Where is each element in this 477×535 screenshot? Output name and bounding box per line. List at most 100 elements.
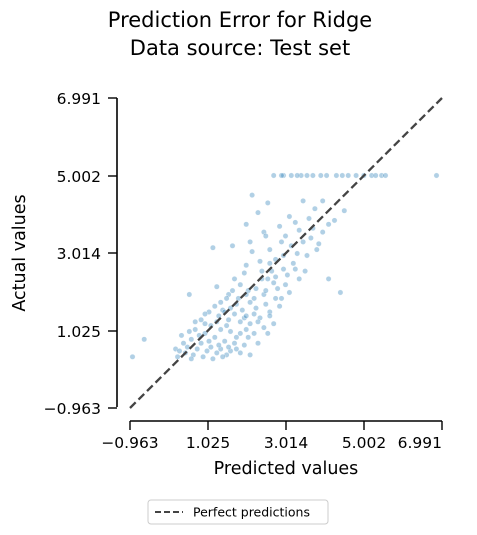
x-tick-label: 3.014 [264, 434, 308, 452]
scatter-point [272, 295, 279, 302]
scatter-point [274, 285, 281, 292]
scatter-point [270, 172, 277, 179]
scatter-point [247, 320, 254, 327]
scatter-point [266, 260, 273, 267]
scatter-point [237, 330, 244, 337]
scatter-point [288, 172, 295, 179]
scatter-point [192, 326, 199, 333]
scatter-point [200, 353, 207, 360]
scatter-point [223, 295, 230, 302]
scatter-point [231, 340, 238, 347]
scatter-point [306, 215, 312, 222]
scatter-point [353, 172, 359, 179]
scatter-point [280, 172, 287, 179]
scatter-point [311, 205, 318, 212]
scatter-point [211, 303, 218, 310]
scatter-point [278, 172, 285, 179]
scatter-point [206, 338, 212, 345]
scatter-point [337, 289, 344, 296]
y-tick-label: 1.025 [57, 323, 101, 341]
scatter-point [313, 246, 320, 253]
scatter-point [221, 338, 228, 345]
scatter-point [262, 301, 269, 308]
scatter-point [325, 221, 332, 228]
scatter-point [282, 233, 289, 239]
scatter-point [282, 281, 289, 288]
y-tick-label: −0.963 [44, 400, 101, 418]
scatter-point [260, 324, 267, 331]
scatter-point [213, 349, 220, 356]
scatter-point [325, 275, 332, 282]
scatter-point [204, 348, 210, 354]
scatter-point [207, 344, 214, 350]
scatter-point [290, 260, 297, 267]
scatter-point [266, 312, 273, 319]
x-tick-label: 6.991 [398, 434, 442, 452]
scatter-point [217, 299, 224, 306]
scatter-point [237, 281, 244, 288]
scatter-point [174, 353, 181, 360]
y-axis-ticks: 6.991 5.002 3.014 1.025 −0.963 [44, 90, 117, 418]
scatter-point [304, 252, 310, 259]
scatter-point [188, 336, 195, 343]
perfect-prediction-line [129, 97, 443, 409]
scatter-point [292, 266, 299, 272]
scatter-point [231, 275, 238, 282]
y-tick-label: 3.014 [57, 245, 101, 263]
scatter-point [300, 238, 306, 245]
scatter-point [264, 330, 271, 337]
scatter-point [296, 227, 303, 234]
scatter-point [247, 351, 254, 358]
scatter-point [278, 238, 285, 245]
scatter-point [333, 172, 340, 179]
scatter-point [219, 353, 226, 360]
scatter-point [235, 295, 242, 302]
x-tick-label: 1.025 [186, 434, 230, 452]
scatter-point [296, 275, 303, 282]
scatter-point [255, 209, 261, 216]
scatter-point [255, 340, 261, 347]
scatter-point [186, 291, 193, 298]
scatter-point [286, 289, 293, 296]
scatter-point [251, 295, 258, 302]
scatter-point [194, 346, 201, 352]
scatter-point [264, 199, 271, 206]
legend: Perfect predictions [147, 499, 329, 525]
scatter-point [141, 336, 148, 343]
scatter-point [264, 275, 271, 282]
scatter-point [223, 322, 230, 329]
scatter-point [198, 340, 205, 347]
scatter-point [270, 279, 277, 286]
scatter-point [251, 311, 258, 317]
scatter-point [215, 342, 222, 348]
scatter-point [294, 172, 301, 179]
x-tick-label: 5.002 [342, 434, 386, 452]
scatter-point [253, 305, 259, 311]
scatter-point [233, 334, 240, 341]
scatter-point [255, 318, 261, 325]
scatter-point [249, 248, 256, 255]
scatter-point [262, 233, 269, 239]
scatter-point [307, 235, 314, 241]
scatter-point [300, 197, 306, 204]
scatter-point [227, 328, 234, 335]
scatter-point [433, 172, 440, 179]
scatter-point [247, 238, 254, 245]
scatter-point [243, 312, 250, 319]
scatter-point [286, 213, 293, 220]
x-axis-ticks: −0.963 1.025 3.014 5.002 6.991 [101, 421, 443, 452]
scatter-point [382, 172, 389, 179]
x-axis-label: Predicted values [214, 459, 359, 479]
scatter-point [276, 223, 283, 230]
scatter-point [251, 330, 258, 337]
scatter-point [331, 217, 338, 224]
scatter-point [243, 326, 250, 333]
chart-title-line-2: Data source: Test set [130, 36, 350, 60]
scatter-point [278, 295, 285, 302]
scatter-point [176, 348, 183, 354]
scatter-point [368, 172, 375, 179]
scatter-point [292, 219, 299, 226]
scatter-point [345, 172, 352, 179]
scatter-point [270, 320, 277, 327]
scatter-point [202, 311, 208, 317]
